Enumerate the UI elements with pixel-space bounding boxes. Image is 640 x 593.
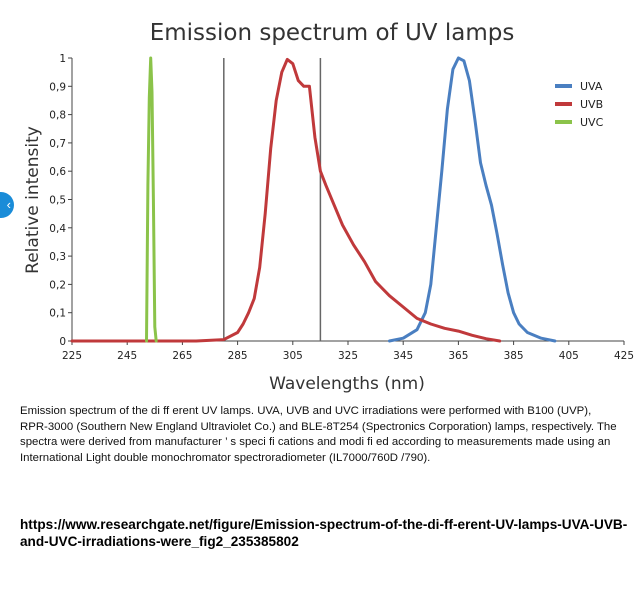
y-tick-label: 1 <box>59 53 66 65</box>
legend-label-uvb: UVB <box>580 98 603 111</box>
plot-area: 0 0,1 0,2 0,3 0,4 0,5 0,6 0,7 0,8 0,9 1 225 245 265 28… <box>49 53 634 362</box>
x-tick-label: 325 <box>338 350 358 362</box>
x-tick-label: 385 <box>504 350 524 362</box>
x-axis-label: Wavelengths (nm) <box>269 374 425 394</box>
source-url[interactable]: https://www.researchgate.net/figure/Emis… <box>20 517 628 549</box>
series-line-uva <box>387 56 557 343</box>
x-tick-label: 285 <box>228 350 248 362</box>
chart-title: Emission spectrum of UV lamps <box>150 20 515 46</box>
x-tick-label: 265 <box>172 350 192 362</box>
y-tick-label: 0,9 <box>49 81 66 93</box>
chevron-left-icon[interactable]: ‹ <box>0 192 14 218</box>
emission-spectrum-chart: Emission spectrum of UV lamps Relative i… <box>23 20 634 394</box>
figure-caption: Emission spectrum of the di ff erent UV … <box>20 405 617 464</box>
x-tick-label: 225 <box>62 350 82 362</box>
y-tick-label: 0,4 <box>49 223 66 235</box>
x-tick-label: 345 <box>393 350 413 362</box>
x-tick-label: 305 <box>283 350 303 362</box>
series-line-uvc <box>145 56 158 343</box>
y-tick-label: 0 <box>59 336 66 348</box>
y-tick-label: 0,7 <box>49 138 66 150</box>
legend-label-uva: UVA <box>580 80 603 93</box>
side-tab-glyph: ‹ <box>6 197 11 212</box>
x-tick-label: 405 <box>559 350 579 362</box>
y-tick-label: 0,5 <box>49 195 66 207</box>
x-tick-label: 365 <box>448 350 468 362</box>
y-axis-label: Relative intensity <box>23 126 43 274</box>
y-tick-label: 0,3 <box>49 251 66 263</box>
y-tick-label: 0,6 <box>49 166 66 178</box>
x-tick-label: 245 <box>117 350 137 362</box>
y-tick-label: 0,2 <box>49 279 66 291</box>
series-line-uvb <box>70 57 502 343</box>
legend-label-uvc: UVC <box>580 116 604 129</box>
y-tick-label: 0,1 <box>49 308 66 320</box>
y-tick-label: 0,8 <box>49 110 66 122</box>
x-tick-label: 425 <box>614 350 634 362</box>
